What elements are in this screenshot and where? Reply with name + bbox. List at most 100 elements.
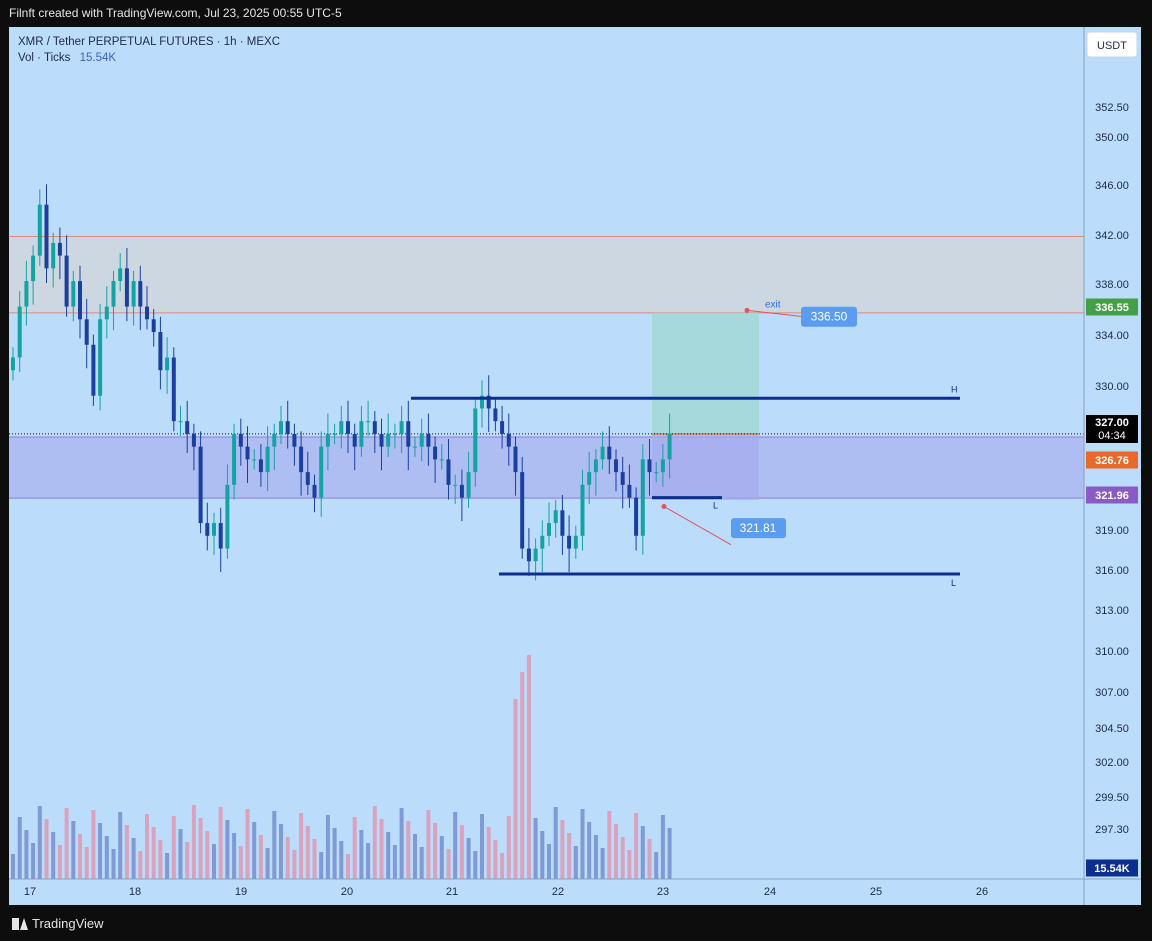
- candle-body: [124, 268, 129, 307]
- target-callout-line: [746, 309, 805, 318]
- candle-body: [178, 421, 183, 423]
- candle-body: [44, 204, 49, 269]
- candle-body: [540, 535, 545, 549]
- volume-bar: [346, 854, 350, 879]
- candle-body: [614, 459, 618, 473]
- candle-body: [506, 433, 511, 447]
- candle-body: [71, 281, 76, 307]
- candle-body: [258, 459, 263, 473]
- candle-body: [466, 472, 471, 498]
- volume-bar: [98, 823, 103, 879]
- volume-bar: [480, 814, 484, 879]
- candle-body: [185, 421, 190, 434]
- volume-bar: [352, 817, 357, 879]
- volume-bar: [473, 851, 478, 879]
- volume-bar: [57, 845, 62, 879]
- price-tag: [1086, 859, 1138, 877]
- tradingview-logo[interactable]: TradingView: [12, 916, 104, 931]
- volume-bar: [426, 810, 431, 879]
- y-tick-label: 334.00: [1095, 330, 1129, 342]
- candle-body: [64, 255, 69, 307]
- volume-legend: Vol · Ticks 15.54K: [18, 50, 280, 66]
- candle-body: [379, 433, 384, 447]
- volume-bar: [654, 852, 659, 879]
- volume-bar: [111, 849, 116, 879]
- y-tick-label: 342.00: [1095, 230, 1129, 242]
- volume-bar: [158, 840, 163, 879]
- x-tick-label: 26: [976, 886, 988, 898]
- chart-legend: XMR / Tether PERPETUAL FUTURES · 1h · ME…: [18, 34, 280, 66]
- volume-bar: [466, 838, 471, 879]
- volume-bar: [305, 826, 310, 879]
- candle-body: [131, 281, 136, 307]
- volume-bar: [31, 843, 36, 879]
- candle-body: [57, 242, 62, 256]
- volume-bar: [647, 839, 652, 879]
- volume-bar: [312, 839, 317, 879]
- candle-body: [17, 306, 22, 358]
- volume-bar: [379, 819, 384, 879]
- x-tick-label: 17: [24, 886, 36, 898]
- volume-bar: [520, 672, 525, 879]
- volume-bar: [560, 820, 565, 879]
- candle-body: [158, 332, 163, 371]
- candle-body: [118, 268, 123, 282]
- candle-body: [419, 433, 424, 447]
- candle-body: [319, 446, 324, 498]
- volume-bar: [17, 817, 22, 879]
- volume-bar: [238, 846, 243, 879]
- candle-body: [547, 523, 551, 536]
- candle-body: [37, 204, 42, 256]
- candle-body: [533, 548, 538, 562]
- volume-bar: [292, 850, 297, 879]
- volume-bar: [252, 822, 257, 879]
- candle-body: [573, 535, 578, 549]
- level-low-label: L: [951, 578, 956, 588]
- candle-body: [647, 459, 652, 473]
- candle-body: [473, 408, 478, 473]
- candle-body: [560, 510, 565, 536]
- volume-bar: [64, 808, 69, 879]
- price-tag-text: 15.54K: [1094, 863, 1130, 875]
- candle-body: [218, 523, 223, 549]
- volume-bar: [71, 821, 76, 879]
- y-tick-label: 338.00: [1095, 279, 1129, 291]
- candle-body: [265, 446, 270, 473]
- candle-body: [84, 319, 89, 345]
- volume-bar: [593, 835, 598, 879]
- candle-body: [145, 306, 149, 320]
- y-tick-label: 346.00: [1095, 180, 1129, 192]
- candle-body: [205, 523, 210, 536]
- volume-bar: [205, 831, 210, 879]
- candle-body: [607, 446, 612, 460]
- volume-bar: [580, 809, 585, 879]
- candle-body: [305, 472, 310, 485]
- volume-bar: [392, 845, 397, 879]
- volume-bar: [547, 844, 551, 879]
- y-tick-label: 297.30: [1095, 824, 1129, 836]
- volume-bar: [332, 828, 337, 879]
- currency-button-label: USDT: [1097, 40, 1127, 52]
- price-tag-text: 326.76: [1095, 455, 1129, 467]
- volume-bar: [212, 844, 216, 879]
- candle-body: [520, 472, 525, 549]
- volume-bar: [567, 833, 572, 879]
- zone-0: [9, 236, 1084, 313]
- volume-bar: [165, 853, 170, 879]
- y-tick-label: 302.00: [1095, 757, 1129, 769]
- candle-body: [111, 281, 116, 307]
- volume-bar: [232, 833, 237, 879]
- volume-bar: [84, 847, 89, 879]
- volume-bar: [138, 851, 143, 879]
- target-box: [652, 312, 759, 434]
- volume-bar: [225, 820, 230, 879]
- x-tick-label: 20: [341, 886, 353, 898]
- volume-bar: [667, 828, 672, 879]
- currency-button: [1086, 31, 1138, 58]
- candle-body: [299, 446, 304, 473]
- candle-body: [352, 433, 357, 447]
- candle-body: [238, 433, 243, 447]
- x-tick-label: 24: [764, 886, 776, 898]
- candle-body: [285, 421, 290, 434]
